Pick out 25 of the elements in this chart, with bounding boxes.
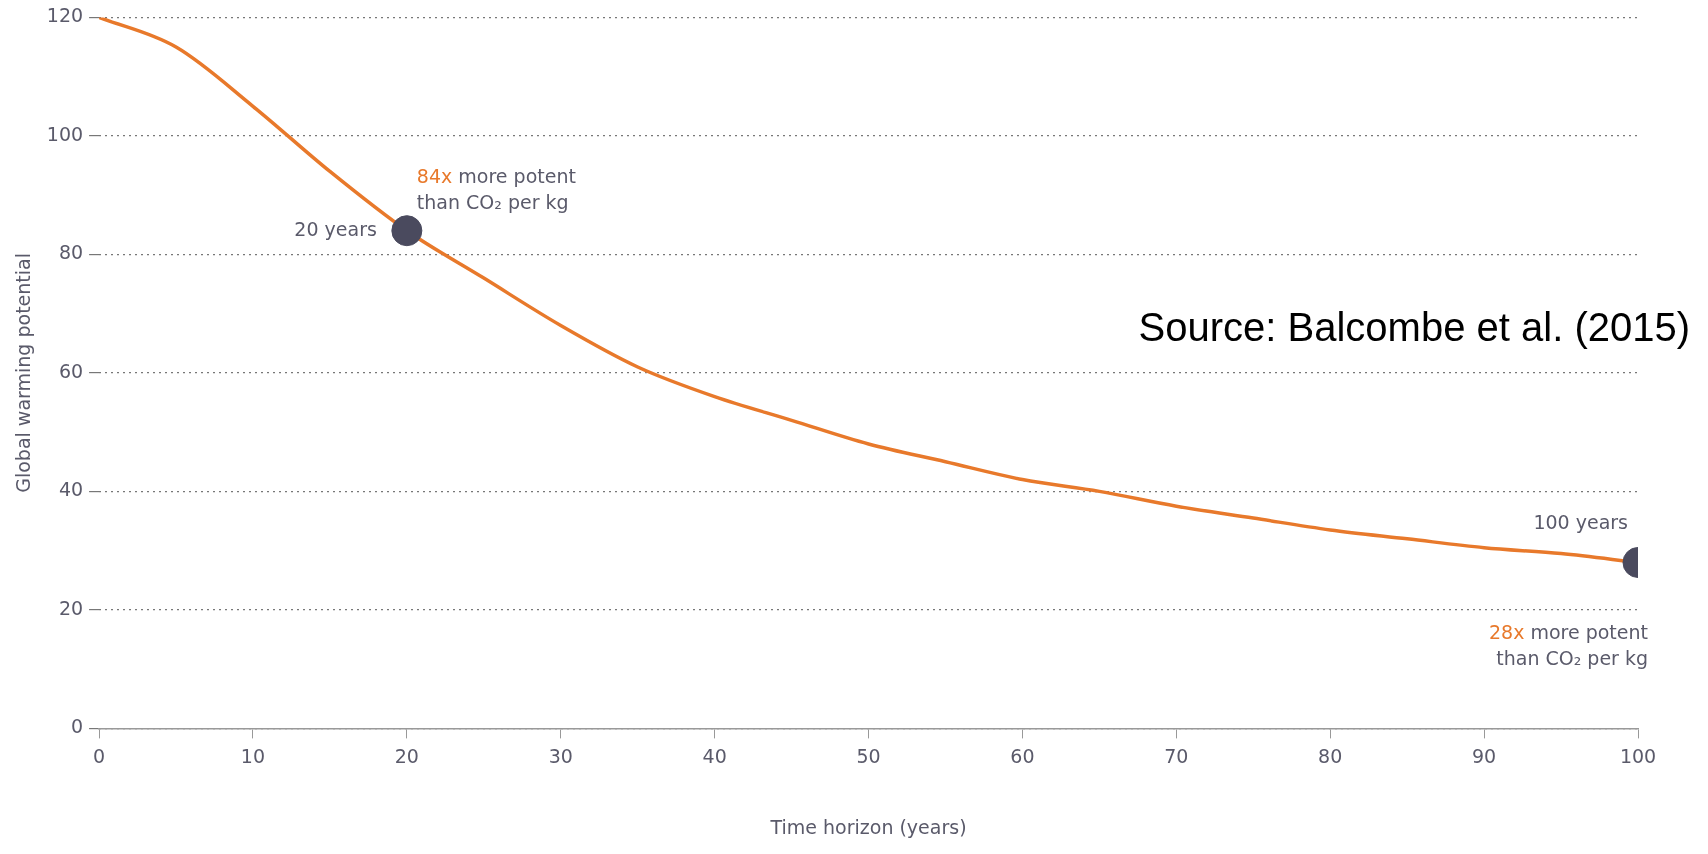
x-tick-label: 60 [1010, 744, 1035, 767]
y-tick-label: 100 [46, 122, 84, 145]
x-tick-label: 20 [394, 744, 419, 767]
x-tick-label: 40 [702, 744, 727, 767]
x-tick-label: 90 [1472, 744, 1497, 767]
y-tick-label: 60 [58, 359, 84, 382]
annotation: 28x more potent than CO₂ per kg [1488, 620, 1649, 669]
y-tick-label: 40 [58, 478, 84, 501]
y-axis-title: Global warming potential [12, 253, 35, 493]
x-tick-label: 30 [548, 744, 573, 767]
y-tick-label: 120 [46, 4, 84, 27]
annotation: 20 years [294, 217, 377, 240]
y-tick-label: 80 [58, 241, 84, 264]
annotation: 84x more potent than CO₂ per kg [416, 165, 576, 214]
annotation: Source: Balcombe et al. (2015) [1138, 305, 1690, 350]
x-tick-label: 0 [93, 744, 106, 767]
y-tick-label: 20 [58, 596, 84, 619]
x-tick-label: 80 [1318, 744, 1343, 767]
y-tick-label: 0 [70, 715, 84, 738]
x-tick-label: 10 [240, 744, 266, 767]
x-tick-label: 70 [1164, 744, 1189, 767]
x-tick-label: 100 [1619, 744, 1657, 767]
x-tick-label: 50 [856, 744, 881, 767]
annotation: 100 years [1533, 511, 1628, 534]
x-axis-title: Time horizon (years) [769, 815, 967, 838]
